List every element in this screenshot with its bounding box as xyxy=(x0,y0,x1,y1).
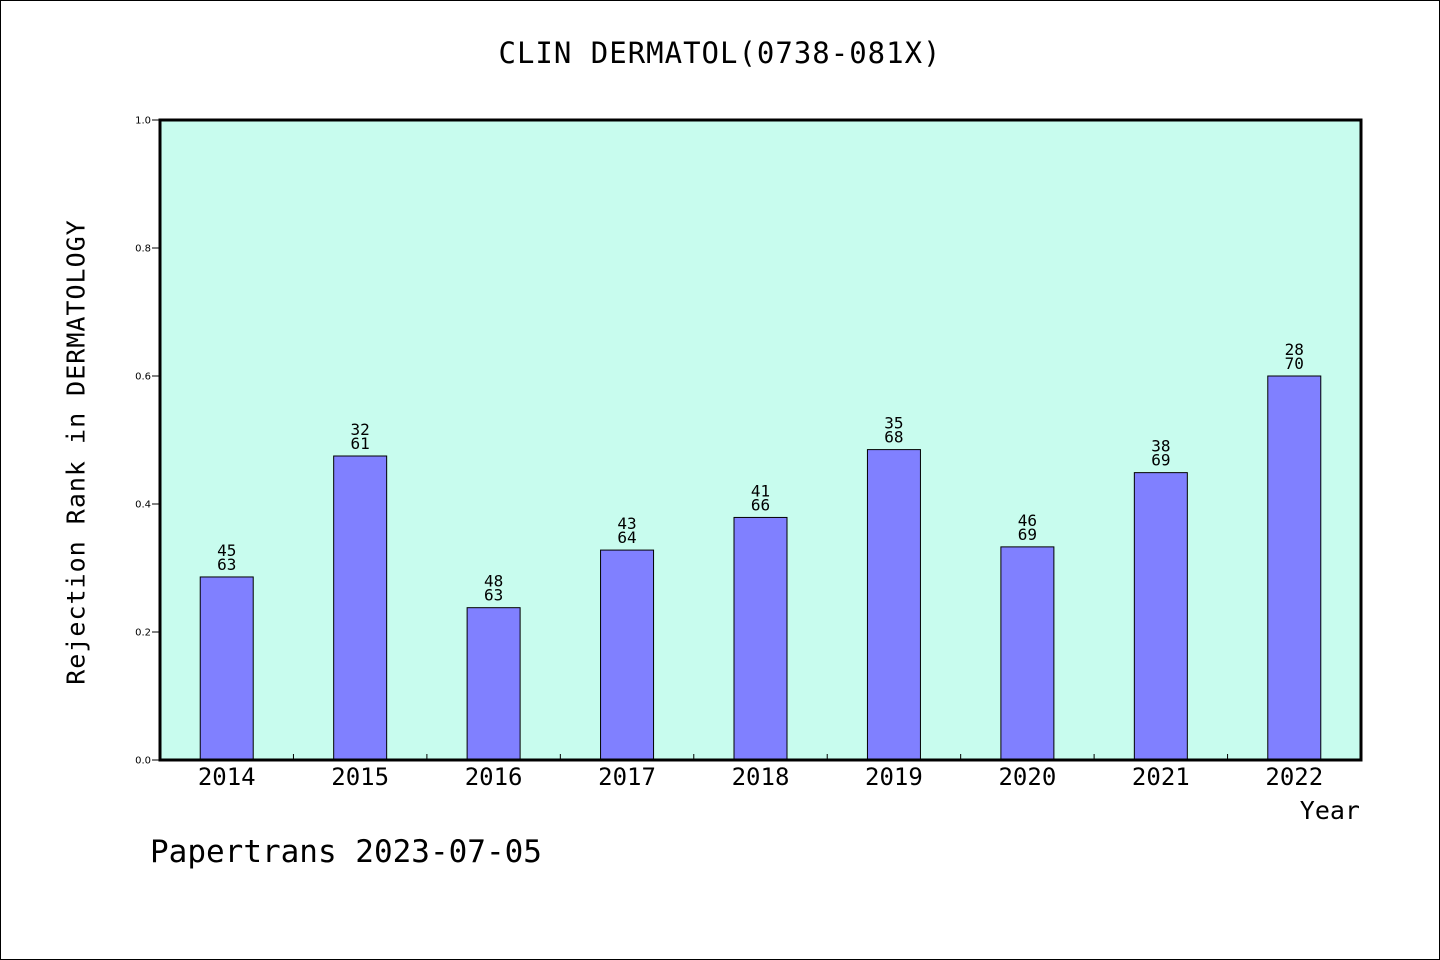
x-tick-label: 2022 xyxy=(1265,763,1323,791)
chart-title: CLIN DERMATOL(0738-081X) xyxy=(498,36,942,70)
x-tick-label: 2018 xyxy=(732,763,790,791)
x-tick-label: 2019 xyxy=(865,763,923,791)
x-tick-label: 2016 xyxy=(465,763,523,791)
bar-2015 xyxy=(333,455,388,761)
y-tick-label: 0.6 xyxy=(135,372,151,383)
bar-2014 xyxy=(199,576,254,761)
y-tick-label: 0.0 xyxy=(135,756,151,767)
y-tick-label: 1.0 xyxy=(135,116,151,127)
bar-label-rank: 46 xyxy=(1018,511,1037,530)
bar-2018 xyxy=(733,516,788,761)
bar-label-total: 63 xyxy=(217,555,236,574)
y-tick-label: 0.8 xyxy=(135,244,151,255)
footer-watermark: Papertrans 2023-07-05 xyxy=(150,834,542,870)
bar-label-total: 68 xyxy=(884,428,903,447)
bar-2022 xyxy=(1267,375,1322,761)
bar-label-rank: 32 xyxy=(351,420,370,439)
y-tick-label: 0.4 xyxy=(135,500,151,511)
x-axis-label: Year xyxy=(1299,796,1360,825)
bar-label-total: 70 xyxy=(1285,354,1304,373)
bar-2017 xyxy=(600,549,655,761)
x-tick-label: 2017 xyxy=(598,763,656,791)
x-tick-label: 2021 xyxy=(1132,763,1190,791)
bar-label-rank: 38 xyxy=(1151,437,1170,456)
x-tick-label: 2015 xyxy=(331,763,389,791)
bar-label-total: 64 xyxy=(617,528,636,547)
x-tick-label: 2020 xyxy=(998,763,1056,791)
plot-border xyxy=(158,118,1363,762)
bar-label-total: 66 xyxy=(751,495,770,514)
bar-label-rank: 35 xyxy=(884,414,903,433)
x-tick-label: 2014 xyxy=(198,763,256,791)
bar-2020 xyxy=(1000,546,1055,761)
bar-label-total: 61 xyxy=(351,434,370,453)
bar-2021 xyxy=(1133,472,1188,761)
bar-label-total: 69 xyxy=(1151,451,1170,470)
bar-2016 xyxy=(466,607,521,761)
bar-label-rank: 41 xyxy=(751,481,770,500)
bar-label-total: 63 xyxy=(484,586,503,605)
y-tick-label: 0.2 xyxy=(135,628,151,639)
bar-label-rank: 28 xyxy=(1285,340,1304,359)
bar-label-rank: 45 xyxy=(217,541,236,560)
bar-label-rank: 48 xyxy=(484,572,503,591)
bar-2019 xyxy=(866,449,921,761)
bar-label-total: 69 xyxy=(1018,525,1037,544)
bar-label-rank: 43 xyxy=(617,514,636,533)
